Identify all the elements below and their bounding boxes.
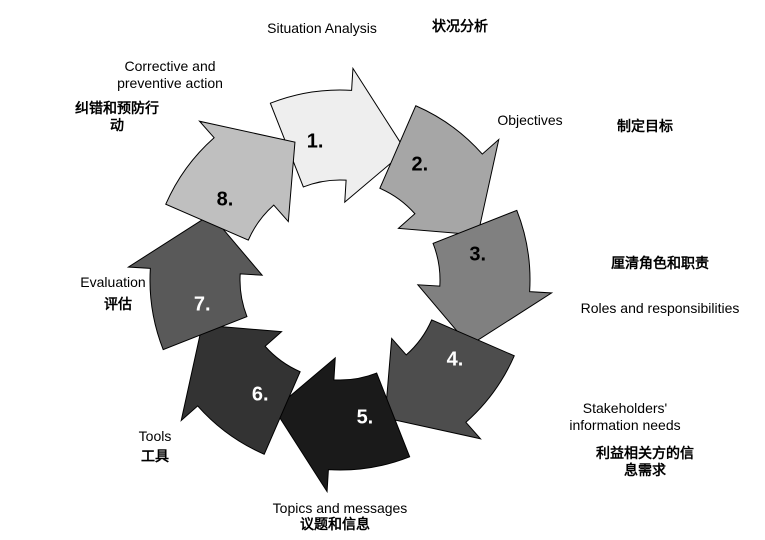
segment-number-7: 7. — [194, 293, 211, 316]
label-zh-5: 议题和信息 — [275, 516, 395, 533]
segment-4 — [385, 320, 514, 439]
segment-6 — [181, 325, 300, 454]
segment-number-4: 4. — [447, 348, 464, 371]
label-en-3: Roles and responsibilities — [565, 300, 755, 317]
segment-number-1: 1. — [307, 131, 324, 154]
label-en-8: Corrective and preventive action — [100, 58, 240, 92]
segment-number-2: 2. — [411, 153, 428, 176]
label-en-7: Evaluation — [68, 274, 158, 291]
label-zh-8: 纠错和预防行 动 — [52, 100, 182, 134]
label-en-4: Stakeholders' information needs — [545, 400, 705, 434]
segment-number-6: 6. — [252, 384, 269, 407]
label-zh-7: 评估 — [88, 296, 148, 313]
label-zh-1: 状况分析 — [410, 18, 510, 35]
label-zh-2: 制定目标 — [595, 118, 695, 135]
segment-number-8: 8. — [217, 189, 234, 212]
label-zh-6: 工具 — [125, 448, 185, 465]
label-en-2: Objectives — [480, 112, 580, 129]
cycle-diagram: 1. Situation Analysis 状况分析 2. Objectives 制定目标… — [0, 0, 765, 540]
segment-number-5: 5. — [357, 406, 374, 429]
label-zh-3: 厘清角色和职责 — [585, 255, 735, 272]
label-en-6: Tools — [125, 428, 185, 445]
label-zh-4: 利益相关方的信 息需求 — [560, 445, 730, 479]
segment-8 — [166, 121, 295, 240]
label-en-1: Situation Analysis — [252, 20, 392, 37]
segment-number-3: 3. — [469, 244, 486, 267]
label-en-5: Topics and messages — [250, 500, 430, 517]
